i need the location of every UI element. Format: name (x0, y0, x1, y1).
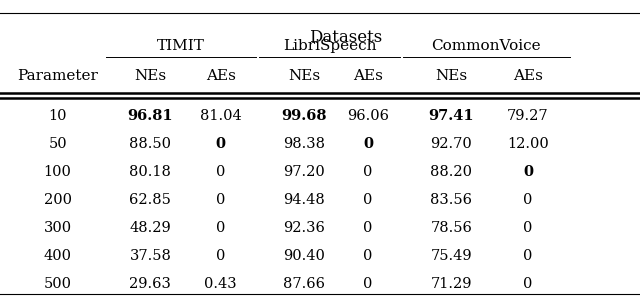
Text: 97.41: 97.41 (428, 109, 474, 123)
Text: 0: 0 (524, 249, 532, 263)
Text: 92.70: 92.70 (430, 137, 472, 151)
Text: 0: 0 (216, 193, 225, 207)
Text: 300: 300 (44, 221, 72, 235)
Text: 80.18: 80.18 (129, 165, 172, 179)
Text: 79.27: 79.27 (507, 109, 549, 123)
Text: AEs: AEs (353, 69, 383, 83)
Text: 0: 0 (364, 193, 372, 207)
Text: 0: 0 (524, 221, 532, 235)
Text: 0: 0 (216, 137, 226, 151)
Text: 48.29: 48.29 (129, 221, 172, 235)
Text: 71.29: 71.29 (431, 277, 472, 291)
Text: 0: 0 (363, 137, 373, 151)
Text: 83.56: 83.56 (430, 193, 472, 207)
Text: 88.20: 88.20 (430, 165, 472, 179)
Text: 81.04: 81.04 (200, 109, 242, 123)
Text: NEs: NEs (288, 69, 320, 83)
Text: 10: 10 (49, 109, 67, 123)
Text: 97.20: 97.20 (283, 165, 325, 179)
Text: 12.00: 12.00 (507, 137, 549, 151)
Text: AEs: AEs (206, 69, 236, 83)
Text: 92.36: 92.36 (283, 221, 325, 235)
Text: 88.50: 88.50 (129, 137, 172, 151)
Text: 29.63: 29.63 (129, 277, 172, 291)
Text: 100: 100 (44, 165, 72, 179)
Text: LibriSpeech: LibriSpeech (283, 39, 376, 53)
Text: 0: 0 (216, 165, 225, 179)
Text: 37.58: 37.58 (129, 249, 172, 263)
Text: 500: 500 (44, 277, 72, 291)
Text: 0: 0 (364, 249, 372, 263)
Text: 50: 50 (48, 137, 67, 151)
Text: 0: 0 (216, 249, 225, 263)
Text: Parameter: Parameter (17, 69, 98, 83)
Text: 400: 400 (44, 249, 72, 263)
Text: 0.43: 0.43 (205, 277, 237, 291)
Text: NEs: NEs (435, 69, 467, 83)
Text: 0: 0 (364, 277, 372, 291)
Text: 200: 200 (44, 193, 72, 207)
Text: 0: 0 (524, 277, 532, 291)
Text: 96.06: 96.06 (347, 109, 389, 123)
Text: TIMIT: TIMIT (157, 39, 205, 53)
Text: 0: 0 (364, 221, 372, 235)
Text: 0: 0 (523, 165, 533, 179)
Text: 90.40: 90.40 (283, 249, 325, 263)
Text: 99.68: 99.68 (281, 109, 327, 123)
Text: CommonVoice: CommonVoice (431, 39, 541, 53)
Text: 87.66: 87.66 (283, 277, 325, 291)
Text: 0: 0 (364, 165, 372, 179)
Text: NEs: NEs (134, 69, 166, 83)
Text: 96.81: 96.81 (127, 109, 173, 123)
Text: 0: 0 (524, 193, 532, 207)
Text: 62.85: 62.85 (129, 193, 172, 207)
Text: 98.38: 98.38 (283, 137, 325, 151)
Text: 75.49: 75.49 (430, 249, 472, 263)
Text: 78.56: 78.56 (430, 221, 472, 235)
Text: AEs: AEs (513, 69, 543, 83)
Text: 0: 0 (216, 221, 225, 235)
Text: 94.48: 94.48 (283, 193, 325, 207)
Text: Datasets: Datasets (309, 29, 382, 46)
